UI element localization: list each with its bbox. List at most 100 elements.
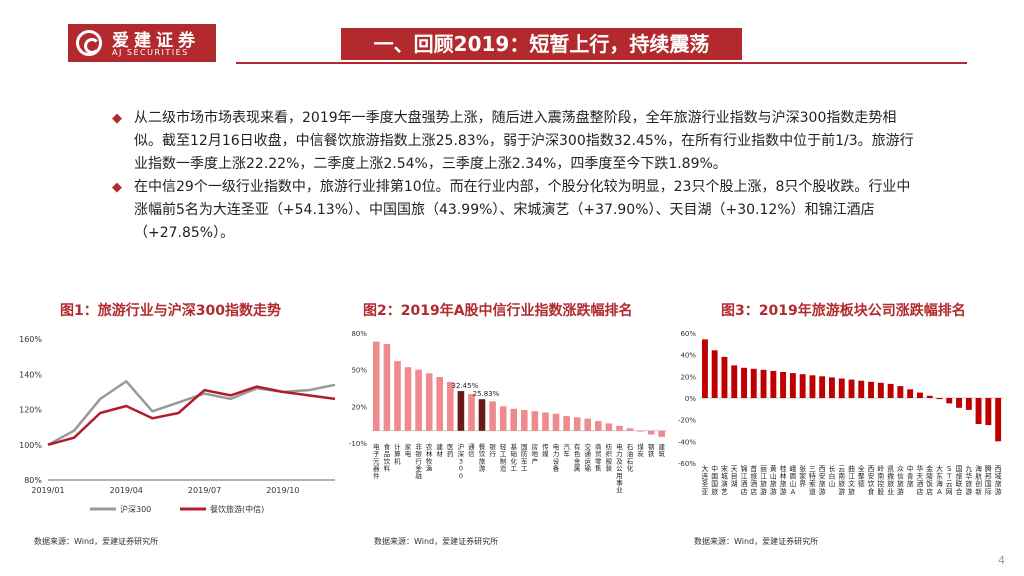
category-label-char: 石 <box>627 457 634 465</box>
category-label-char: 信 <box>897 472 904 481</box>
category-label-char: 目 <box>731 473 738 481</box>
category-label-char: 饮 <box>479 449 486 458</box>
category-label-char: 眉 <box>790 473 797 481</box>
y-tick-label: -40% <box>678 438 696 446</box>
category-label-char: 西 <box>819 465 826 473</box>
bar <box>809 375 816 399</box>
figure-3-source: 数据来源：Wind，爱建证券研究所 <box>694 537 819 546</box>
category-label-char: 餐 <box>479 442 486 451</box>
category-label-char: 钢 <box>648 443 655 451</box>
category-label-char: 运 <box>584 457 591 465</box>
bar <box>499 406 507 431</box>
slide-title: 一、回顾2019：短暂上行，持续震荡 <box>341 28 742 60</box>
x-tick-label: 2019/04 <box>110 486 143 495</box>
category-label-char: 业 <box>887 487 894 496</box>
category-label-char: 旅 <box>711 487 718 496</box>
category-label-char: 媒 <box>542 449 549 458</box>
bar <box>404 367 412 431</box>
category-label-char: 大 <box>936 464 943 473</box>
category-label-char: 海 <box>936 479 943 488</box>
category-label-char: 游 <box>838 487 845 496</box>
category-label-char: 银 <box>489 442 496 451</box>
page-number: 4 <box>998 554 1005 567</box>
category-label-char: 牧 <box>426 456 433 465</box>
bar <box>489 401 496 431</box>
category-label-char: 联 <box>956 479 963 488</box>
category-label-char: 件 <box>373 471 380 480</box>
category-label-char: 3 <box>459 457 463 465</box>
bar <box>637 430 644 432</box>
category-label-char: 艺 <box>721 488 728 496</box>
category-label-char: 西 <box>995 465 1002 473</box>
bar <box>848 379 855 398</box>
category-label-char: 石 <box>627 443 634 451</box>
category-label-char: 黄 <box>770 464 777 473</box>
category-label-char: 航 <box>975 472 982 481</box>
category-label-char: T <box>946 473 952 481</box>
category-label-char: 白 <box>829 472 836 481</box>
category-label-char: 旅 <box>956 472 963 481</box>
category-label-char: 南 <box>838 472 845 481</box>
category-label-char: 设 <box>553 456 560 465</box>
bar <box>468 394 475 431</box>
category-label-char: 国 <box>956 465 963 473</box>
category-label-char: 汽 <box>563 442 570 451</box>
category-label-char: 色 <box>574 449 581 458</box>
category-label-char: 凯 <box>887 465 894 473</box>
category-label-char: 轻 <box>500 442 507 451</box>
bar <box>563 416 570 431</box>
category-label-char: 三 <box>809 465 816 473</box>
category-label-char: 行 <box>489 449 496 458</box>
category-label-char: 药 <box>447 449 454 458</box>
bar <box>877 382 884 398</box>
category-label-char: 聚 <box>858 473 865 481</box>
category-label-char: 山 <box>770 472 777 481</box>
category-label-char: 金 <box>574 456 581 465</box>
y-tick-label: 40% <box>680 352 696 360</box>
category-label-char: 融 <box>415 471 422 480</box>
category-label-char: S <box>947 465 951 473</box>
category-label-char: 江 <box>741 473 748 481</box>
category-label-char: 食 <box>868 487 875 496</box>
category-label-char: 岭 <box>877 464 884 473</box>
bar <box>595 421 602 431</box>
category-label-char: 饮 <box>384 456 391 465</box>
category-label-char: 业 <box>616 485 623 494</box>
category-label-char: 国 <box>711 480 718 488</box>
category-label-char: 旅 <box>887 479 894 488</box>
brand-logo: 爱建证券 AJ SECURITIES <box>68 24 216 62</box>
category-label-char: 文 <box>848 479 855 488</box>
category-label-char: 零 <box>595 457 602 465</box>
category-label-char: 陵 <box>926 472 933 481</box>
figure-1-source: 数据来源：Wind，爱建证券研究所 <box>34 537 159 546</box>
category-label-char: 创 <box>975 479 982 488</box>
bar-value-label: 32.45% <box>452 382 479 390</box>
bar <box>750 368 757 399</box>
category-label-char: 际 <box>985 487 992 496</box>
bar <box>780 372 786 398</box>
category-label-char: 计 <box>394 442 401 451</box>
series-line-tourism <box>47 385 336 447</box>
category-label-char: 煤 <box>637 442 644 451</box>
category-label-char: 众 <box>897 465 904 473</box>
header-divider <box>236 62 967 64</box>
diamond-bullet-icon: ◆ <box>112 111 122 126</box>
category-label-char: 银 <box>415 449 422 458</box>
bar <box>926 395 933 398</box>
category-label-char: 店 <box>917 487 924 496</box>
category-label-char: 安 <box>868 472 875 481</box>
category-label-char: 织 <box>606 449 613 458</box>
category-label-char: 造 <box>500 464 507 473</box>
category-label-char: 础 <box>510 449 517 458</box>
bar <box>415 369 422 431</box>
category-label-char: 通 <box>468 442 475 451</box>
category-label-char: 林 <box>780 472 787 481</box>
category-label-char: 0 <box>459 472 463 480</box>
bar <box>436 377 443 431</box>
category-label-char: 旅 <box>770 479 777 488</box>
category-label-char: 装 <box>606 464 613 473</box>
category-label-char: 海 <box>975 464 982 473</box>
bullet-item: ◆ 在中信29个一级行业指数中，旅游行业排第10位。而在行业内部，个股分化较为明… <box>112 176 922 245</box>
category-label-char: 行 <box>415 456 422 465</box>
category-label-char: 酒 <box>917 480 924 488</box>
